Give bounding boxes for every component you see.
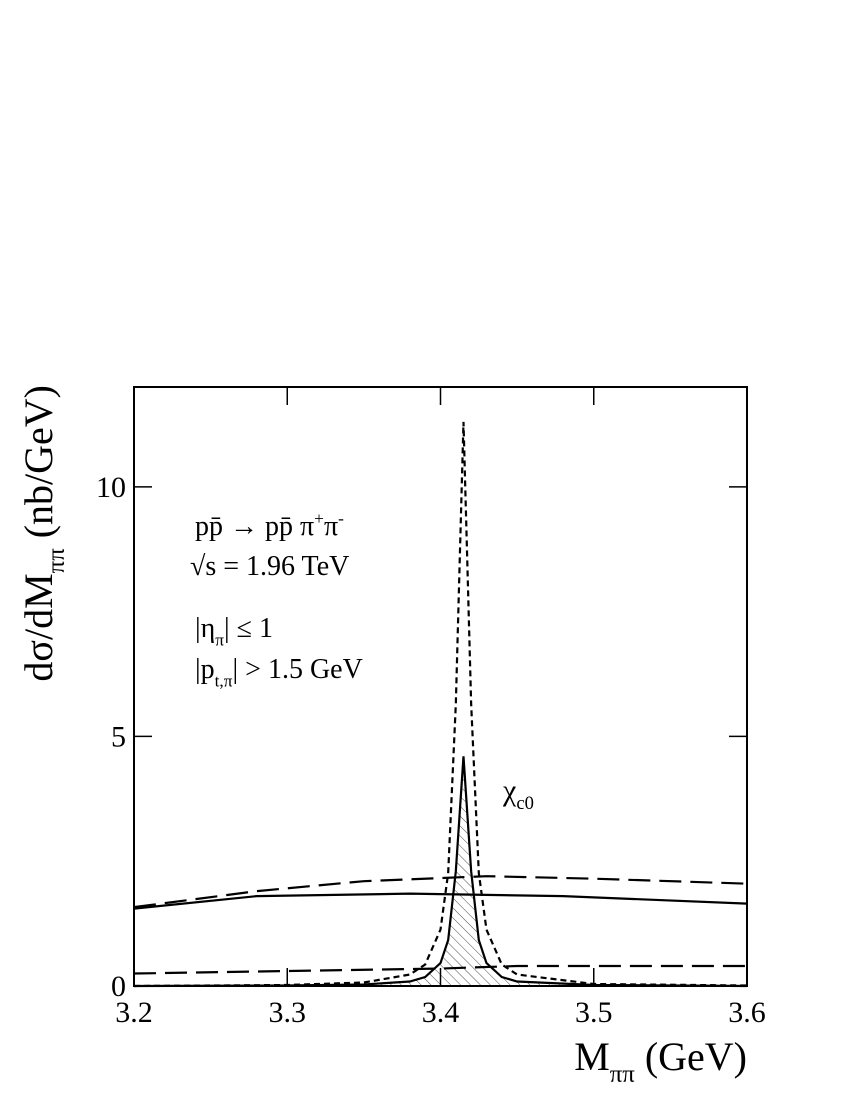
y-axis-label: dσ/dMππ (nb/GeV) bbox=[16, 385, 70, 682]
x-axis-label: Mππ (GeV) bbox=[574, 1034, 747, 1088]
annotation-part: + bbox=[314, 509, 324, 528]
x-tick-label: 3.6 bbox=[728, 996, 766, 1029]
x-axis-label-part: M bbox=[574, 1034, 610, 1079]
y-axis-label-part: (nb/GeV) bbox=[16, 385, 61, 548]
x-tick-label: 3.4 bbox=[422, 996, 460, 1029]
annotation-part: |p bbox=[195, 654, 215, 685]
annotation-part: |η bbox=[195, 613, 215, 644]
annotation-part: | ≤ 1 bbox=[224, 613, 273, 644]
annotation: |pt,π| > 1.5 GeV bbox=[195, 654, 363, 690]
annotation-part: π bbox=[324, 511, 338, 542]
series-line bbox=[133, 964, 747, 975]
y-axis-label-part: dσ/dM bbox=[16, 573, 61, 681]
series-line bbox=[133, 875, 748, 909]
x-axis-label-part: (GeV) bbox=[635, 1034, 747, 1079]
series-line bbox=[133, 892, 748, 910]
y-tick-label: 10 bbox=[96, 471, 126, 504]
annotation-part: | > 1.5 GeV bbox=[233, 654, 363, 685]
annotation: pp̄ → pp̄ π+π- bbox=[195, 509, 344, 542]
x-tick-label: 3.3 bbox=[269, 996, 307, 1029]
annotation-part: c0 bbox=[516, 793, 534, 814]
annotation: χc0 bbox=[502, 774, 534, 814]
annotation-part: - bbox=[338, 509, 344, 528]
series-line bbox=[133, 421, 748, 988]
annotation-part: χ bbox=[502, 774, 517, 807]
y-axis-label-part: ππ bbox=[43, 548, 70, 574]
x-axis-label-part: ππ bbox=[610, 1061, 636, 1088]
annotation: |ηπ| ≤ 1 bbox=[195, 613, 273, 649]
x-tick-label: 3.2 bbox=[115, 996, 153, 1029]
annotation: √s = 1.96 TeV bbox=[190, 551, 349, 582]
annotation-part: √s = 1.96 TeV bbox=[190, 551, 349, 582]
series-line bbox=[133, 756, 748, 988]
annotation-part: t,π bbox=[215, 671, 233, 690]
annotation-part: pp̄ → pp̄ π bbox=[195, 511, 314, 542]
y-tick-label: 0 bbox=[111, 970, 126, 1003]
y-tick-label: 5 bbox=[111, 720, 126, 753]
annotation-part: π bbox=[215, 630, 224, 649]
x-tick-label: 3.5 bbox=[575, 996, 613, 1029]
